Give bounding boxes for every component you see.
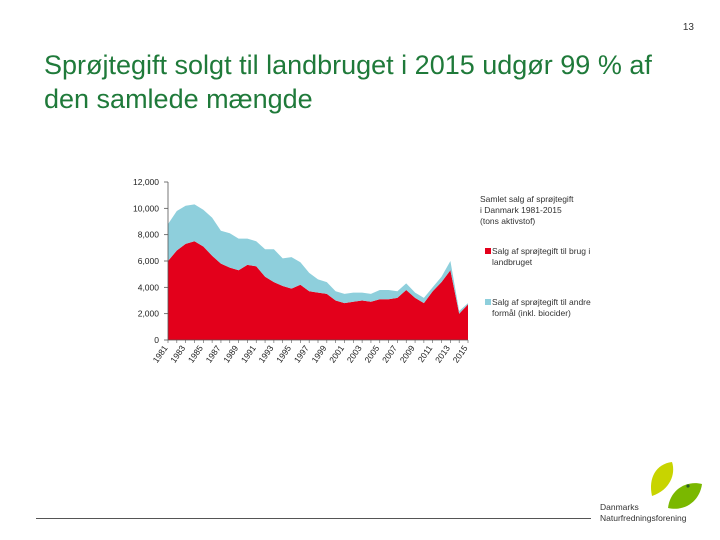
area-series-0 bbox=[168, 241, 468, 340]
x-tick-label: 1983 bbox=[168, 343, 187, 364]
legend-swatch-agriculture bbox=[485, 248, 491, 254]
x-tick-label: 2009 bbox=[398, 343, 417, 364]
page-number: 13 bbox=[682, 22, 694, 33]
x-tick-label: 2007 bbox=[380, 343, 399, 364]
legend-swatch-other bbox=[485, 299, 491, 305]
logo-dot-icon bbox=[686, 484, 690, 488]
y-tick-label: 2,000 bbox=[138, 309, 160, 319]
x-tick-label: 1989 bbox=[221, 343, 240, 364]
x-tick-label: 2005 bbox=[362, 343, 381, 364]
x-tick-label: 2003 bbox=[345, 343, 364, 364]
x-tick-label: 1981 bbox=[151, 343, 170, 364]
y-tick-label: 4,000 bbox=[138, 282, 160, 292]
x-tick-label: 1999 bbox=[309, 343, 328, 364]
legend-label-agriculture: Salg af sprøjtegift til brug i landbruge… bbox=[492, 246, 591, 267]
logo-text: Danmarks Naturfredningsforening bbox=[600, 502, 687, 523]
y-tick-label: 10,000 bbox=[133, 203, 159, 213]
x-tick-label: 1997 bbox=[292, 343, 311, 364]
x-tick-label: 2015 bbox=[451, 343, 470, 364]
footer-divider bbox=[36, 518, 591, 519]
y-tick-label: 0 bbox=[154, 335, 159, 345]
legend-label-other: Salg af sprøjtegift til andre formål (in… bbox=[492, 297, 591, 318]
x-tick-label: 1985 bbox=[186, 343, 205, 364]
y-tick-label: 12,000 bbox=[133, 177, 159, 187]
x-tick-label: 1995 bbox=[274, 343, 293, 364]
x-tick-label: 1991 bbox=[239, 343, 258, 364]
x-tick-label: 2011 bbox=[416, 343, 435, 364]
x-tick-label: 2001 bbox=[327, 343, 346, 364]
x-tick-label: 1987 bbox=[204, 343, 223, 364]
logo-leaf-icon bbox=[668, 483, 702, 509]
slide-title: Sprøjtegift solgt til landbruget i 2015 … bbox=[44, 50, 652, 114]
chart-note: Samlet salg af sprøjtegift i Danmark 198… bbox=[480, 194, 574, 226]
x-tick-label: 2013 bbox=[433, 343, 452, 364]
area-series-1 bbox=[168, 204, 468, 314]
area-layer bbox=[168, 204, 468, 340]
logo-leaf-icon bbox=[650, 462, 674, 496]
y-tick-label: 8,000 bbox=[138, 230, 160, 240]
x-tick-label: 1993 bbox=[256, 343, 275, 364]
y-tick-label: 6,000 bbox=[138, 256, 160, 266]
dn-logo bbox=[650, 462, 702, 509]
